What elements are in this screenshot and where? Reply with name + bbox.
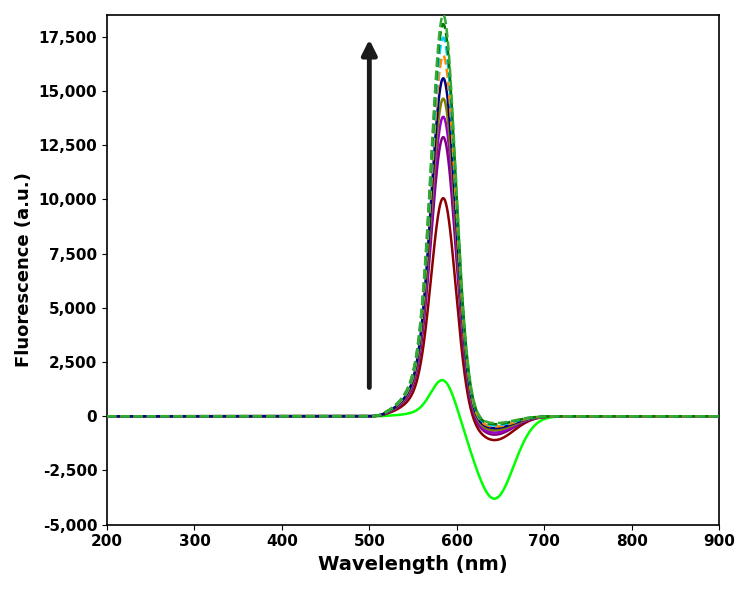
- X-axis label: Wavelength (nm): Wavelength (nm): [318, 555, 508, 574]
- Y-axis label: Fluorescence (a.u.): Fluorescence (a.u.): [15, 173, 33, 368]
